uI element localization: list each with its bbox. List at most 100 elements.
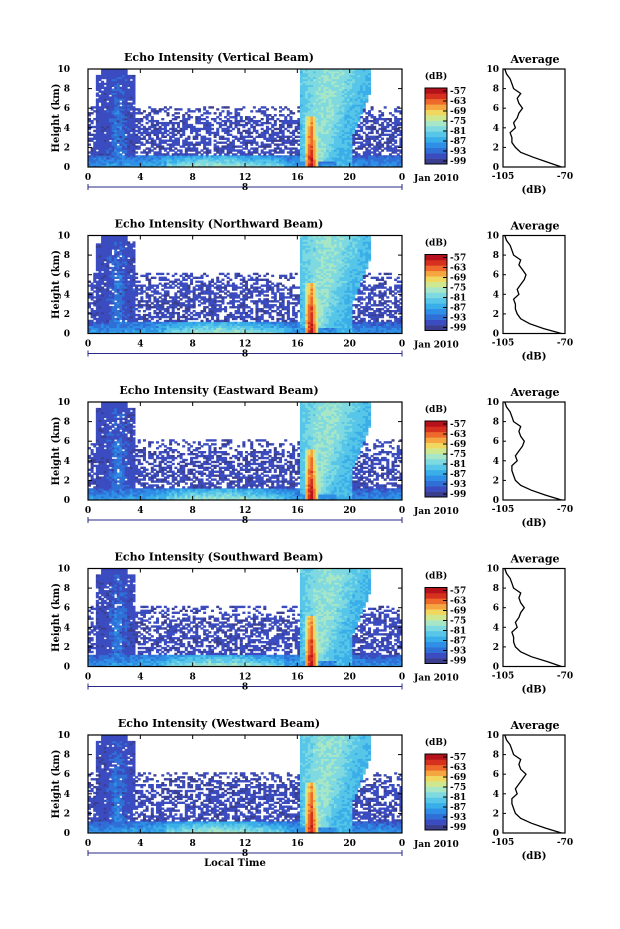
heatmap-cell [213, 112, 217, 115]
heatmap-cell [137, 292, 141, 295]
heatmap-cell [333, 94, 337, 97]
heatmap-cell [132, 272, 136, 276]
heatmap-cell [150, 294, 154, 297]
heatmap-cell [122, 276, 126, 280]
heatmap-cell [106, 70, 110, 74]
heatmap-cell [320, 100, 324, 103]
heatmap-cell [187, 118, 191, 121]
heatmap-cell [114, 308, 118, 311]
heatmap-cell [101, 294, 105, 297]
heatmap-cell [281, 121, 285, 125]
heatmap-cell [279, 123, 283, 127]
heatmap-cell [148, 165, 152, 168]
heatmap-cell [124, 243, 128, 246]
heatmap-cell [297, 135, 301, 138]
heatmap-cell [88, 118, 92, 121]
heatmap-cell [349, 127, 353, 131]
colorbar-swatch [425, 153, 447, 159]
heatmap-cell [339, 118, 343, 121]
heatmap-cell [135, 292, 139, 295]
heatmap-cell [381, 157, 385, 160]
heatmap-cell [352, 96, 356, 99]
heatmap-cell [281, 163, 285, 166]
colorbar-tick-label: -87 [450, 137, 466, 147]
heatmap-cell [182, 118, 186, 121]
heatmap-cell [362, 155, 366, 158]
heatmap-cell [184, 151, 188, 154]
profile-title: Average [509, 53, 559, 66]
heatmap-cell [310, 127, 314, 131]
heatmap-cell [95, 243, 99, 246]
heatmap-cell [95, 308, 99, 311]
heatmap-cell [203, 118, 207, 121]
heatmap-cell [357, 88, 361, 91]
heatmap-cell [114, 74, 118, 78]
heatmap-cell [197, 300, 201, 303]
heatmap-cell [176, 137, 180, 140]
heatmap-cell [106, 311, 110, 315]
heatmap-cell [119, 321, 123, 325]
heatmap-cell [129, 139, 133, 142]
heatmap-cell [163, 290, 167, 293]
heatmap-cell [315, 125, 319, 129]
heatmap-cell [216, 129, 220, 133]
heatmap-cell [383, 163, 387, 166]
heatmap-cell [184, 147, 188, 150]
heatmap-cell [182, 121, 186, 125]
heatmap-cell [140, 119, 144, 123]
heatmap-cell [192, 149, 196, 152]
heatmap-cell [265, 119, 269, 123]
heatmap-cell [213, 135, 217, 138]
heatmap-cell [323, 155, 327, 158]
heatmap-cell [101, 282, 105, 285]
heatmap-cell [305, 159, 309, 162]
heatmap-cell [106, 112, 110, 115]
heatmap-cell [187, 125, 191, 129]
heatmap-cell [250, 155, 254, 158]
heatmap-cell [116, 161, 120, 164]
heatmap-cell [93, 161, 97, 164]
heatmap-cell [108, 82, 112, 86]
heatmap-cell [365, 133, 369, 137]
heatmap-cell [341, 86, 345, 89]
heatmap-cell [210, 298, 214, 301]
heatmap-cell [122, 104, 126, 107]
heatmap-cell [137, 147, 141, 150]
heatmap-cell [333, 108, 337, 111]
heatmap-cell [218, 114, 222, 117]
heatmap-cell [299, 145, 303, 148]
heatmap-cell [370, 106, 374, 109]
heatmap-cell [176, 155, 180, 158]
heatmap-cell [106, 123, 110, 127]
heatmap-cell [310, 163, 314, 166]
heatmap-cell [245, 135, 249, 138]
heatmap-cell [360, 76, 364, 80]
heatmap-cell [399, 133, 403, 137]
heatmap-cell [289, 151, 293, 154]
heatmap-cell [268, 135, 272, 138]
heatmap-cell [127, 84, 131, 88]
heatmap-cell [370, 163, 374, 166]
heatmap-cell [354, 153, 358, 156]
heatmap-cell [163, 121, 167, 125]
heatmap-cell [129, 147, 133, 150]
heatmap-cell [328, 137, 332, 140]
heatmap-cell [197, 276, 201, 280]
heatmap-cell [328, 110, 332, 113]
heatmap-cell [166, 123, 170, 127]
heatmap-cell [132, 76, 136, 80]
heatmap-cell [349, 108, 353, 111]
heatmap-cell [208, 319, 212, 323]
heatmap-cell [103, 257, 107, 260]
heatmap-cell [313, 159, 317, 162]
heatmap-cell [187, 306, 191, 309]
heatmap-cell [318, 131, 322, 135]
heatmap-cell [281, 139, 285, 142]
heatmap-cell [106, 274, 110, 278]
heatmap-cell [218, 155, 222, 158]
heatmap-cell [302, 114, 306, 117]
heatmap-cell [213, 163, 217, 166]
heatmap-cell [171, 135, 175, 138]
heatmap-cell [114, 110, 118, 113]
heatmap-cell [140, 133, 144, 137]
